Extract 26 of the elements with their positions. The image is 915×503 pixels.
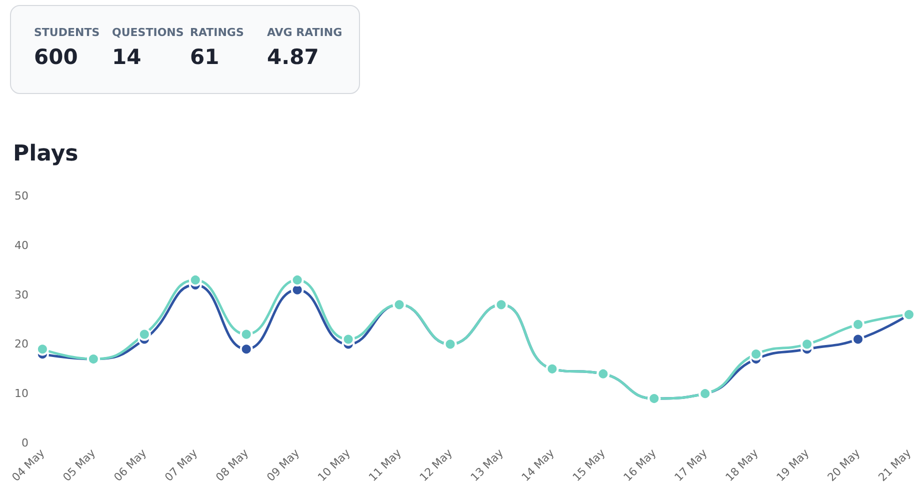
point <box>800 338 814 351</box>
category-label: QUESTIONS <box>112 26 184 39</box>
category-label: STUDENTS <box>34 26 100 39</box>
point <box>240 328 253 341</box>
data-label: 14 <box>112 45 142 69</box>
category-label: AVG RATING <box>267 26 342 39</box>
y-tick-label: 10 <box>14 387 28 400</box>
y-tick-label: 20 <box>14 338 28 351</box>
data-label: 600 <box>34 45 79 69</box>
data-label: 61 <box>190 45 220 69</box>
y-tick-label: 0 <box>21 436 28 450</box>
point <box>240 342 253 356</box>
y-tick-label: 40 <box>14 238 28 252</box>
point <box>750 348 763 361</box>
point <box>852 318 865 331</box>
point <box>342 332 355 346</box>
data-label: 4.87 <box>267 45 320 69</box>
category-label: RATINGS <box>190 26 244 39</box>
point <box>290 273 304 286</box>
y-tick-label: 30 <box>14 288 28 302</box>
y-tick-label: 50 <box>14 190 28 202</box>
point <box>36 342 49 356</box>
point <box>852 332 865 346</box>
point <box>188 273 202 286</box>
point <box>138 328 151 341</box>
chart-title: Plays <box>13 142 78 166</box>
